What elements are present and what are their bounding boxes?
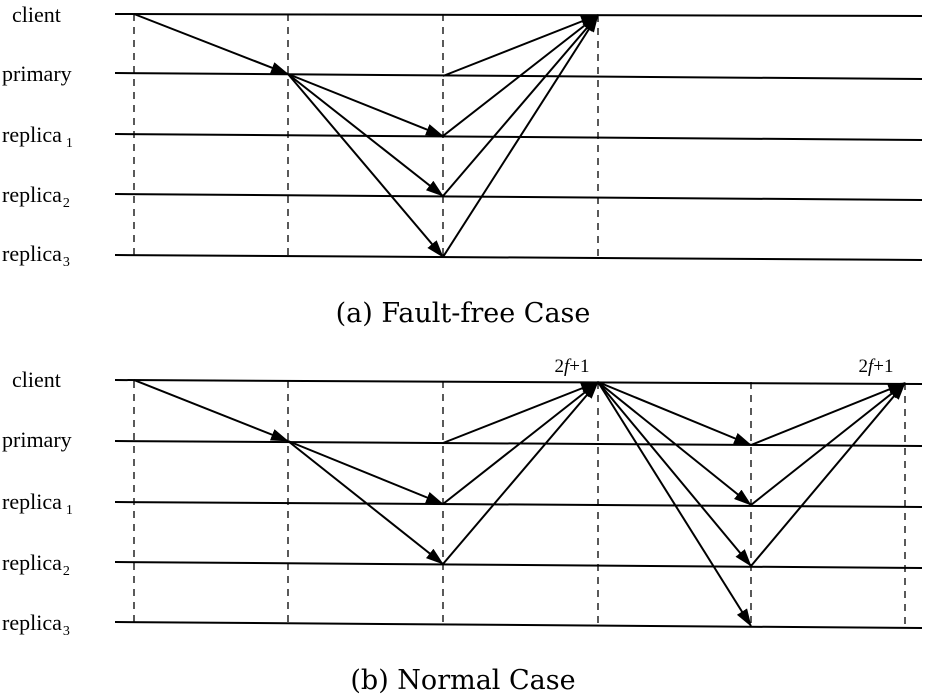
reply-arrow (442, 14, 599, 77)
replica-1-label-text: replica (2, 489, 62, 514)
replica-3-subscript: 3 (63, 624, 70, 639)
reply-arrow (442, 381, 599, 444)
row-label-primary: primary (2, 61, 72, 86)
broadcast-arrow (597, 381, 752, 506)
row-label-replica-1: replica 1 (2, 489, 73, 518)
replica-3-label-text: replica (2, 610, 62, 635)
row-label-replica-1: replica 1 (2, 122, 73, 151)
caption-b: (b) Normal Case (350, 665, 575, 696)
timeline-replica-3 (114, 254, 923, 261)
row-label-replica-3: replica3 (2, 610, 70, 639)
timeline-replica-1 (114, 133, 923, 141)
broadcast-arrow (287, 73, 444, 197)
request-arrow (133, 379, 289, 442)
reply-arrow (442, 14, 599, 258)
row-label-replica-2: replica2 (2, 550, 70, 579)
row-label-replica-3: replica3 (2, 241, 70, 270)
timeline-client (114, 13, 923, 17)
quorum-label-1-text: 2 (555, 356, 565, 377)
replica-2-subscript: 2 (63, 196, 70, 211)
timeline-replica-2 (114, 561, 923, 569)
quorum-label-2: 2f+1 (859, 356, 894, 377)
broadcast-arrow (287, 440, 444, 505)
replica-1-label-text: replica (2, 122, 62, 147)
replica-2-label-text: replica (2, 182, 62, 207)
quorum-label-2-text: 2 (859, 356, 869, 377)
reply-arrow (442, 381, 599, 565)
broadcast-arrow (287, 73, 444, 258)
timeline-replica-1 (114, 501, 923, 508)
replica-3-label-text: replica (2, 241, 62, 266)
quorum-f-symbol: f (564, 356, 572, 377)
quorum-suffix: +1 (873, 356, 893, 377)
row-label-primary: primary (2, 427, 72, 452)
request-arrow (133, 13, 289, 75)
timeline-replica-3 (114, 621, 923, 629)
replica-2-subscript: 2 (63, 564, 70, 579)
broadcast-arrow (597, 381, 752, 446)
quorum-f-symbol: f (868, 356, 876, 377)
reply-arrow (442, 381, 599, 505)
panel-a: client primary replica 1 replica2 replica… (2, 2, 923, 329)
replica-1-subscript: 1 (66, 136, 73, 151)
reply-arrow (750, 382, 906, 567)
row-label-client: client (12, 2, 61, 27)
replica-2-label-text: replica (2, 550, 62, 575)
broadcast-arrow (597, 381, 752, 627)
reply-arrow (750, 382, 906, 506)
replica-1-subscript: 1 (66, 503, 73, 518)
broadcast-arrow (597, 381, 752, 567)
quorum-label-1: 2f+1 (555, 356, 590, 377)
broadcast-arrow (287, 440, 444, 565)
reply-arrow (750, 382, 906, 446)
broadcast-arrow (287, 73, 444, 137)
caption-a: (a) Fault-free Case (336, 298, 591, 329)
panel-b: client primary replica 1 replica2 replica… (2, 356, 923, 696)
timeline-replica-2 (114, 193, 923, 201)
row-label-replica-2: replica2 (2, 182, 70, 211)
reply-arrow (442, 14, 599, 197)
quorum-suffix: +1 (569, 356, 589, 377)
replica-3-subscript: 3 (63, 255, 70, 270)
timeline-client (114, 379, 923, 385)
reply-arrow (442, 14, 599, 137)
row-label-client: client (12, 367, 61, 392)
